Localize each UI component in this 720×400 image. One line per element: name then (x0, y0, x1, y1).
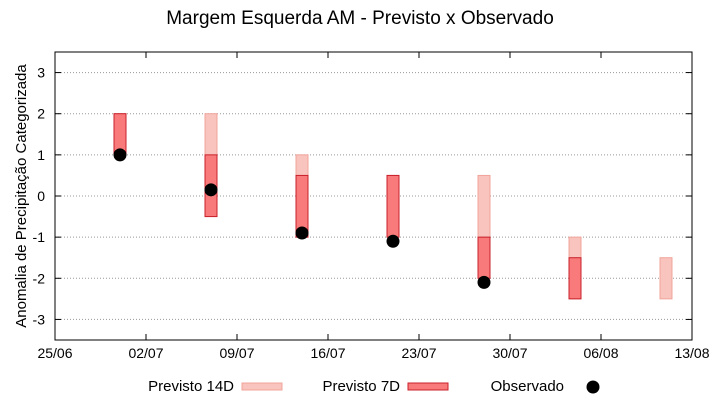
x-tick-label: 25/06 (37, 345, 72, 361)
y-tick-label: 3 (37, 65, 45, 81)
axis-layer: -3 -2 -1 0 1 2 3 25/06 02/07 09/07 16/07 23/07 30/07… (13, 51, 710, 361)
bars-layer (113, 113, 673, 300)
y-tick-label: 0 (37, 188, 45, 204)
point-observado (477, 275, 491, 289)
point-observado (113, 148, 127, 162)
legend: Previsto 14D Previsto 7D Observado (148, 378, 600, 395)
chart-title: Margem Esquerda AM - Previsto x Observad… (166, 8, 554, 29)
legend-marker (586, 380, 600, 394)
y-tick-label: -3 (33, 311, 46, 327)
x-tick-label: 06/08 (583, 345, 618, 361)
x-tick-label: 02/07 (128, 345, 163, 361)
x-tick-label: 30/07 (492, 345, 527, 361)
bar-previsto-14d (659, 257, 673, 300)
y-tick-label: 2 (37, 106, 45, 122)
legend-label: Previsto 7D (322, 378, 400, 395)
legend-swatch (241, 382, 283, 391)
bar-previsto-7d (477, 236, 491, 279)
point-observado (386, 234, 400, 248)
legend-label: Previsto 14D (148, 378, 234, 395)
y-axis-label: Anomalia de Precipitação Categorizada (13, 64, 30, 328)
legend-swatch (407, 382, 449, 391)
point-observado (295, 226, 309, 240)
plot-border (54, 51, 693, 341)
bar-previsto-7d (568, 257, 582, 300)
point-observado (204, 183, 218, 197)
bar-previsto-7d (386, 174, 400, 238)
grid-layer (55, 72, 692, 320)
y-tick-label: 1 (37, 147, 45, 163)
legend-label: Observado (491, 378, 564, 395)
points-layer (113, 148, 491, 289)
x-tick-label: 23/07 (401, 345, 436, 361)
x-tick-label: 13/08 (674, 345, 709, 361)
bar-previsto-14d (477, 174, 491, 238)
x-tick-label: 16/07 (310, 345, 345, 361)
y-tick-label: -1 (33, 229, 46, 245)
x-tick-label: 09/07 (219, 345, 254, 361)
y-tick-label: -2 (33, 270, 46, 286)
